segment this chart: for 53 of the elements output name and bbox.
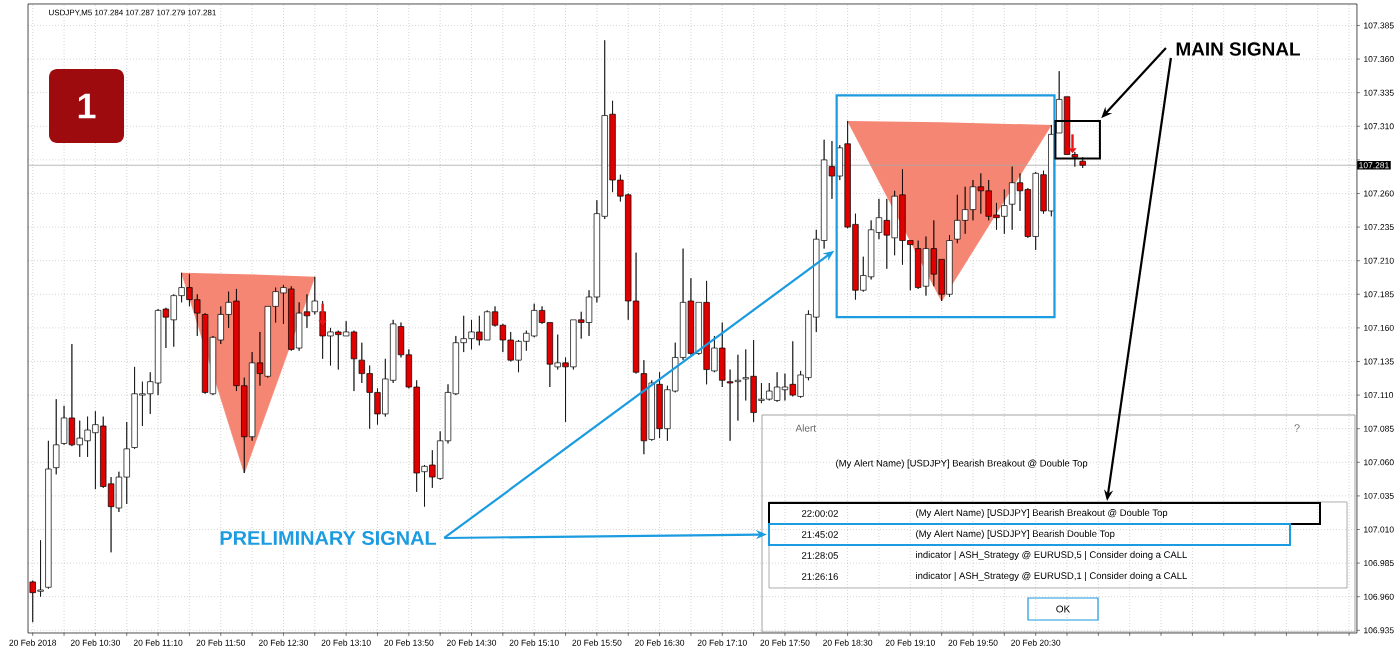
annotation: indicator | ASH_Strategy @ EURUSD,1 | Consider doing a CALL	[916, 572, 1187, 581]
candlestick	[53, 398, 60, 475]
x-tick-label: 20 Feb 15:10	[509, 639, 559, 646]
y-tick-label: 106.960	[1364, 593, 1394, 600]
y-tick-label: 107.010	[1364, 526, 1394, 533]
annotation: 22:00:02	[802, 510, 838, 517]
annotation: Alert	[795, 424, 816, 432]
y-tick-label: 106.935	[1364, 627, 1394, 634]
x-tick-label: 20 Feb 17:10	[697, 639, 747, 646]
annotation: indicator | ASH_Strategy @ EURUSD,5 | Consider doing a CALL	[916, 551, 1187, 560]
y-tick-label: 107.360	[1364, 56, 1394, 63]
y-tick-label: 107.160	[1364, 324, 1394, 331]
y-tick-label: 107.135	[1364, 358, 1394, 365]
annotation: 21:45:02	[802, 531, 838, 538]
x-tick-label: 20 Feb 11:10	[133, 639, 183, 646]
y-tick-label: 107.310	[1364, 123, 1394, 130]
candlestick	[45, 440, 52, 589]
annotation: PRELIMINARY SIGNAL	[220, 530, 437, 546]
x-tick-label: 20 Feb 10:30	[70, 639, 121, 646]
y-tick-label: 107.210	[1364, 257, 1394, 264]
annotation: 1	[78, 93, 96, 119]
x-tick-label: 20 Feb 16:30	[635, 639, 685, 646]
x-tick-label: 20 Feb 13:10	[321, 639, 371, 646]
y-tick-label: 107.185	[1364, 291, 1394, 298]
x-tick-label: 20 Feb 19:50	[948, 639, 998, 646]
annotation: (My Alert Name) [USDJPY] Bearish Double Top	[916, 530, 1115, 539]
ref-line-label: 107.281	[1359, 162, 1389, 169]
y-tick-label: 107.335	[1364, 89, 1394, 96]
x-tick-label: 20 Feb 13:50	[384, 639, 434, 646]
y-tick-label: 107.035	[1364, 492, 1394, 499]
x-tick-label: 20 Feb 19:10	[885, 639, 935, 646]
x-tick-label: 20 Feb 12:30	[258, 639, 309, 646]
annotation: ?	[1294, 424, 1300, 432]
y-tick-label: 107.060	[1364, 459, 1394, 466]
y-tick-label: 107.235	[1364, 224, 1394, 231]
x-tick-label: 20 Feb 18:30	[823, 639, 873, 646]
annotation: 21:28:05	[802, 552, 838, 559]
annotation: 21:26:16	[802, 573, 838, 580]
x-tick-label: 20 Feb 20:30	[1011, 639, 1061, 646]
y-tick-label: 107.085	[1364, 425, 1394, 432]
y-tick-label: 107.385	[1364, 22, 1394, 29]
y-tick-label: 106.985	[1364, 560, 1394, 567]
annotation: OK	[1056, 605, 1071, 613]
annotation: (My Alert Name) [USDJPY] Bearish Breakout @ Double Top	[836, 459, 1088, 469]
x-tick-label: 20 Feb 17:50	[760, 639, 810, 646]
x-tick-label: 20 Feb 14:30	[446, 639, 497, 646]
x-tick-label: 20 Feb 15:50	[572, 639, 622, 646]
x-tick-label: 20 Feb 2018	[9, 639, 57, 646]
annotation: MAIN SIGNAL	[1176, 42, 1300, 56]
y-tick-label: 107.110	[1364, 392, 1394, 399]
annotation: (My Alert Name) [USDJPY] Bearish Breakout @ Double Top	[916, 509, 1168, 518]
x-tick-label: 20 Feb 11:50	[196, 639, 246, 646]
y-tick-label: 107.260	[1364, 190, 1394, 197]
